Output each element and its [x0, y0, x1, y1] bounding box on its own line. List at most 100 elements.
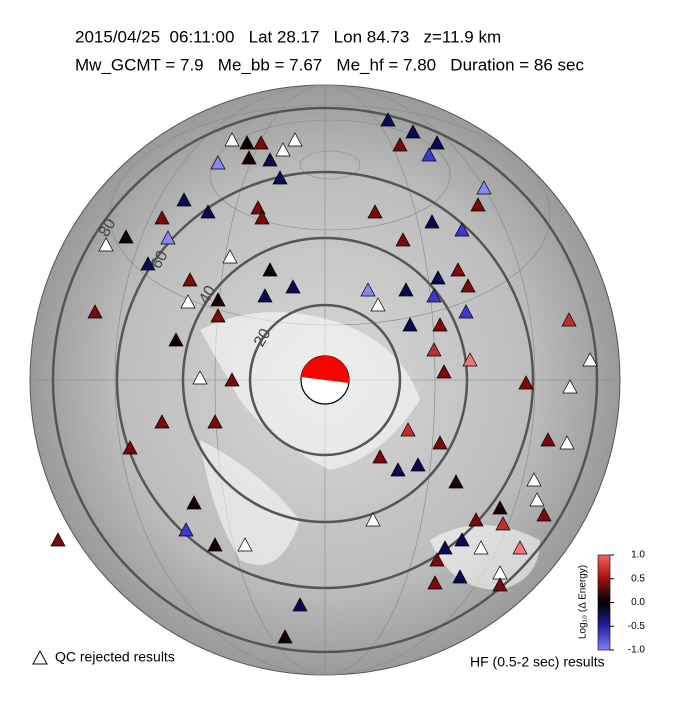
station [222, 249, 238, 264]
legend-symbol [32, 649, 48, 665]
beach-ball [300, 355, 350, 405]
colorbar [597, 554, 611, 651]
station [460, 278, 476, 293]
station [140, 256, 156, 271]
station [430, 270, 446, 285]
station [210, 292, 226, 307]
station [426, 342, 442, 357]
station [536, 507, 552, 522]
station [180, 294, 196, 309]
distance-ring [115, 170, 535, 590]
station [176, 192, 192, 207]
station [395, 232, 411, 247]
station [454, 532, 470, 547]
station [561, 312, 577, 327]
station [262, 152, 278, 167]
station [437, 540, 453, 555]
station [452, 569, 468, 584]
station [210, 308, 226, 323]
colorbar-tick-label: -0.5 [628, 621, 646, 632]
station [87, 304, 103, 319]
station [582, 352, 598, 367]
station [429, 552, 445, 567]
station [512, 540, 528, 555]
station [224, 372, 240, 387]
legend-text: HF (0.5-2 sec) results [470, 654, 605, 670]
station [427, 575, 443, 590]
station [540, 432, 556, 447]
station [365, 512, 381, 527]
station [239, 135, 255, 150]
station [450, 262, 466, 277]
station [160, 230, 176, 245]
station [562, 379, 578, 394]
station [367, 204, 383, 219]
station [118, 229, 134, 244]
station [275, 142, 291, 157]
colorbar-label: Log₁₀ (Δ Energy) [578, 565, 589, 639]
station [468, 512, 484, 527]
distance-ring [248, 303, 402, 457]
station [529, 492, 545, 507]
distance-ring [181, 236, 469, 524]
colorbar-tick-label: 1.0 [631, 550, 645, 561]
station [454, 222, 470, 237]
station [462, 352, 478, 367]
station [237, 537, 253, 552]
header-line: Mw_GCMT = 7.9 Me_bb = 7.67 Me_hf = 7.80 … [75, 55, 585, 74]
station [476, 180, 492, 195]
station [372, 449, 388, 464]
station [200, 204, 216, 219]
station [207, 414, 223, 429]
ring-label: 20 [251, 326, 275, 350]
station [426, 288, 442, 303]
station [98, 237, 114, 252]
station [224, 132, 240, 147]
colorbar-tick-label: 0.5 [631, 573, 645, 584]
colorbar-tick-label: -1.0 [628, 645, 646, 656]
station [154, 414, 170, 429]
ring-label: 60 [148, 248, 172, 272]
station [182, 272, 198, 287]
station [402, 317, 418, 332]
station [526, 472, 542, 487]
station [154, 210, 170, 225]
station [262, 262, 278, 277]
station [257, 288, 273, 303]
station [421, 147, 437, 162]
station [272, 170, 288, 185]
station [470, 197, 486, 212]
station [436, 364, 452, 379]
station [178, 522, 194, 537]
station [50, 532, 66, 547]
station [492, 577, 508, 592]
station [392, 137, 408, 152]
station [207, 537, 223, 552]
station [410, 457, 426, 472]
station [277, 629, 293, 644]
station [492, 500, 508, 515]
station [432, 435, 448, 450]
station [424, 214, 440, 229]
station [122, 440, 138, 455]
station [250, 200, 266, 215]
station [448, 474, 464, 489]
station [518, 375, 534, 390]
station [370, 297, 386, 312]
station [285, 279, 301, 294]
station [192, 370, 208, 385]
distance-rings [51, 106, 599, 654]
station [559, 435, 575, 450]
ring-label: 40 [196, 283, 220, 307]
stations [50, 112, 598, 644]
station [210, 155, 226, 170]
station [400, 422, 416, 437]
legend-text: QC rejected results [55, 649, 175, 665]
colorbar-tick-label: 0.0 [631, 597, 645, 608]
station [458, 304, 474, 319]
ring-label: 80 [96, 216, 120, 240]
colorbar-ticks: 1.0 0.5 0.0 -0.5 -1.0 [610, 550, 645, 656]
station [168, 332, 184, 347]
